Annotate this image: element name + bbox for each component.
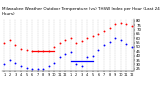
Point [75,64,78,65]
Point [108,27,111,29]
Point [20,48,22,49]
Point [119,22,122,23]
Point [42,51,44,52]
Point [125,43,127,44]
Point [64,39,67,41]
Point [64,53,67,55]
Point [3,42,6,43]
Point [53,46,56,48]
Point [42,68,44,69]
Point [69,38,72,39]
Point [47,65,50,67]
Point [125,24,127,25]
Point [114,38,116,39]
Point [25,67,28,69]
Text: Milwaukee Weather Outdoor Temperature (vs) THSW Index per Hour (Last 24 Hours): Milwaukee Weather Outdoor Temperature (v… [2,7,159,16]
Point [9,39,11,41]
Point [86,38,89,39]
Point [47,51,50,52]
Point [14,62,17,63]
Point [3,64,6,65]
Point [80,65,83,67]
Point [97,33,100,35]
Point [103,31,105,32]
Point [14,45,17,46]
Point [53,62,56,63]
Point [36,51,39,52]
Point [92,55,94,56]
Point [69,52,72,53]
Point [36,68,39,69]
Point [58,42,61,43]
Point [80,40,83,42]
Point [20,65,22,67]
Point [25,50,28,51]
Point [86,57,89,58]
Point [114,24,116,25]
Point [31,68,33,69]
Point [31,51,33,52]
Point [108,41,111,42]
Point [130,46,133,48]
Point [103,45,105,46]
Point [97,50,100,51]
Point [58,57,61,58]
Point [92,35,94,36]
Point [9,59,11,61]
Point [75,42,78,43]
Point [119,39,122,41]
Point [130,25,133,27]
